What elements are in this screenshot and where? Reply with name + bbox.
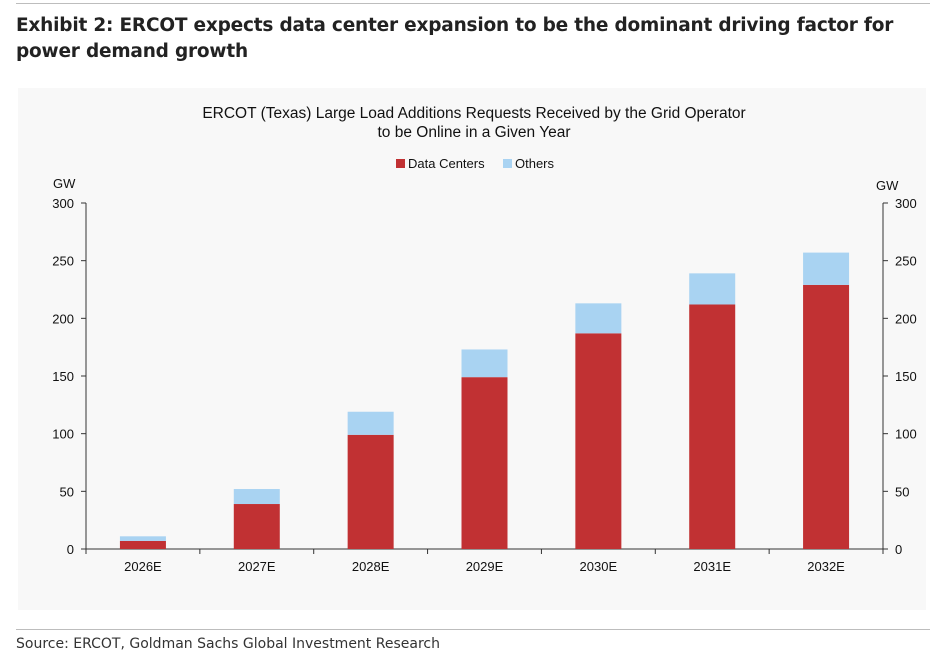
y-tick-label-left: 250 — [52, 254, 74, 269]
chart-bars — [119, 252, 850, 549]
stacked-bar-chart: ERCOT (Texas) Large Load Additions Reque… — [52, 105, 916, 574]
legend-swatch-others — [503, 159, 512, 168]
bottom-divider — [16, 629, 930, 630]
bar-data-centers — [689, 304, 736, 549]
y-tick-label-left: 300 — [52, 196, 74, 211]
top-divider — [16, 3, 930, 4]
y-tick-label-right: 0 — [895, 542, 902, 557]
y-axis-right-unit: GW — [876, 178, 899, 193]
x-tick-label: 2026E — [124, 559, 162, 574]
y-tick-label-right: 150 — [895, 369, 917, 384]
bar-data-centers — [803, 284, 850, 549]
y-tick-label-right: 300 — [895, 196, 917, 211]
bar-others — [689, 273, 736, 305]
bar-others — [575, 303, 622, 334]
bar-others — [461, 349, 508, 378]
x-tick-label: 2031E — [693, 559, 731, 574]
x-tick-label: 2029E — [466, 559, 504, 574]
bar-others — [347, 411, 394, 435]
legend-label-others: Others — [515, 156, 555, 171]
y-axis-left-unit: GW — [53, 176, 76, 191]
y-tick-label-left: 150 — [52, 369, 74, 384]
y-tick-label-left: 50 — [60, 484, 74, 499]
bar-others — [233, 489, 280, 505]
source-note: Source: ERCOT, Goldman Sachs Global Inve… — [16, 636, 440, 652]
bar-data-centers — [347, 434, 394, 549]
x-tick-label: 2030E — [580, 559, 618, 574]
y-tick-label-right: 50 — [895, 484, 909, 499]
bar-data-centers — [233, 504, 280, 549]
y-tick-label-right: 100 — [895, 427, 917, 442]
bar-data-centers — [119, 540, 166, 549]
legend-swatch-data-centers — [396, 159, 405, 168]
chart-title-line-1: ERCOT (Texas) Large Load Additions Reque… — [202, 105, 745, 122]
exhibit-title: Exhibit 2: ERCOT expects data center exp… — [16, 15, 894, 62]
x-tick-label: 2027E — [238, 559, 276, 574]
bar-data-centers — [575, 333, 622, 549]
y-tick-label-left: 100 — [52, 427, 74, 442]
y-tick-label-right: 200 — [895, 311, 917, 326]
x-tick-label: 2032E — [807, 559, 845, 574]
y-tick-label-right: 250 — [895, 254, 917, 269]
y-tick-label-left: 0 — [67, 542, 74, 557]
bar-others — [803, 252, 850, 285]
bar-others — [119, 536, 166, 541]
chart-tick-labels: 0 0 50 50 100 100 150 150 200 200 250 250 300 300 2026… — [52, 196, 916, 574]
legend-label-data-centers: Data Centers — [408, 156, 485, 171]
chart-title-line-2: to be Online in a Given Year — [377, 124, 570, 141]
x-tick-label: 2028E — [352, 559, 390, 574]
y-tick-label-left: 200 — [52, 311, 74, 326]
bar-data-centers — [461, 377, 508, 549]
